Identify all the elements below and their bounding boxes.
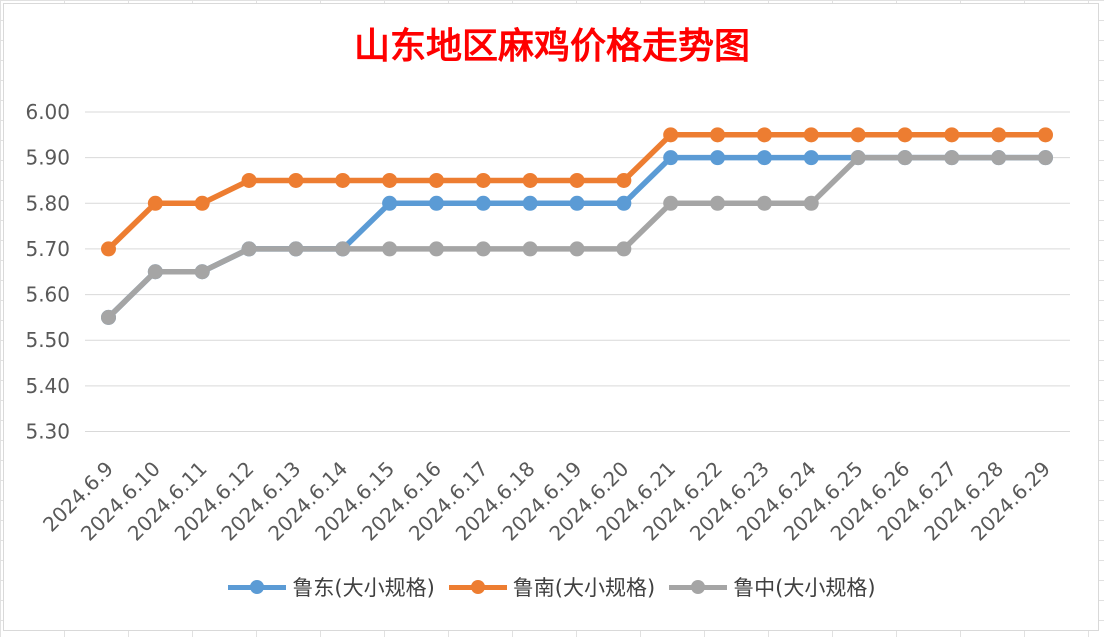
- data-point: [522, 195, 538, 211]
- data-point: [569, 195, 585, 211]
- data-point: [101, 241, 116, 257]
- data-point: [428, 172, 444, 188]
- data-point: [803, 195, 819, 211]
- data-point: [803, 127, 819, 143]
- legend-swatch: [669, 576, 728, 598]
- data-point: [710, 127, 726, 143]
- y-tick-label: 6.00: [25, 100, 70, 124]
- data-point: [616, 241, 632, 257]
- legend-swatch: [228, 576, 287, 598]
- data-point: [101, 309, 116, 325]
- legend-marker: [691, 580, 706, 594]
- chart-title: 山东地区麻鸡价格走势图: [353, 25, 750, 67]
- y-tick-label: 5.40: [25, 374, 70, 398]
- data-point: [288, 241, 304, 257]
- data-point: [850, 150, 866, 166]
- data-point: [710, 150, 726, 166]
- data-point: [382, 195, 398, 211]
- legend-label: 鲁东(大小规格): [292, 576, 435, 600]
- data-point: [475, 195, 491, 211]
- data-point: [897, 150, 913, 166]
- data-point: [616, 195, 632, 211]
- y-tick-label: 5.60: [25, 283, 70, 307]
- data-point: [335, 172, 351, 188]
- data-point: [616, 172, 632, 188]
- data-point: [475, 241, 491, 257]
- data-point: [382, 241, 398, 257]
- data-point: [991, 150, 1007, 166]
- legend-marker: [250, 580, 265, 594]
- data-point: [288, 172, 304, 188]
- series-3: [101, 150, 1053, 325]
- x-axis-tick-labels: 2024.6.92024.6.102024.6.112024.6.122024.…: [38, 457, 1055, 546]
- data-point: [428, 241, 444, 257]
- data-point: [428, 195, 444, 211]
- y-tick-label: 5.50: [25, 328, 70, 352]
- data-point: [663, 195, 679, 211]
- legend-swatch: [448, 576, 507, 598]
- data-point: [756, 195, 772, 211]
- data-point: [850, 127, 866, 143]
- legend-label: 鲁南(大小规格): [512, 576, 656, 600]
- y-tick-label: 5.70: [25, 237, 70, 261]
- data-point: [194, 195, 210, 211]
- data-point: [1038, 127, 1053, 143]
- data-point: [944, 127, 960, 143]
- data-point: [147, 264, 163, 280]
- chart-legend: 鲁东(大小规格) 鲁南(大小规格) 鲁中(大小规格): [0, 572, 1104, 602]
- data-point: [522, 172, 538, 188]
- data-point: [475, 172, 491, 188]
- data-point: [944, 150, 960, 166]
- data-point: [522, 241, 538, 257]
- legend-marker: [470, 580, 485, 594]
- legend-item: 鲁中(大小规格): [669, 572, 876, 602]
- data-point: [991, 127, 1007, 143]
- series-2: [101, 127, 1053, 257]
- y-tick-label: 5.80: [25, 191, 70, 215]
- data-point: [194, 264, 210, 280]
- data-point: [147, 195, 163, 211]
- data-point: [335, 241, 351, 257]
- data-point: [569, 172, 585, 188]
- data-point: [241, 172, 257, 188]
- data-point: [663, 127, 679, 143]
- data-point: [569, 241, 585, 257]
- legend-item: 鲁东(大小规格): [228, 572, 435, 602]
- data-point: [803, 150, 819, 166]
- data-point: [756, 127, 772, 143]
- y-tick-label: 5.90: [25, 146, 70, 170]
- data-point: [663, 150, 679, 166]
- data-point: [897, 127, 913, 143]
- data-point: [756, 150, 772, 166]
- legend-label: 鲁中(大小规格): [733, 576, 876, 600]
- legend-item: 鲁南(大小规格): [448, 572, 656, 602]
- chart-area[interactable]: [3, 3, 1099, 631]
- data-point: [1038, 150, 1053, 166]
- data-point: [710, 195, 726, 211]
- y-axis-tick-labels: 5.30 5.40 5.50 5.60 5.70 5.80 5.90 6.00: [25, 100, 70, 444]
- data-point: [382, 172, 398, 188]
- data-point: [241, 241, 257, 257]
- y-tick-label: 5.30: [25, 420, 70, 444]
